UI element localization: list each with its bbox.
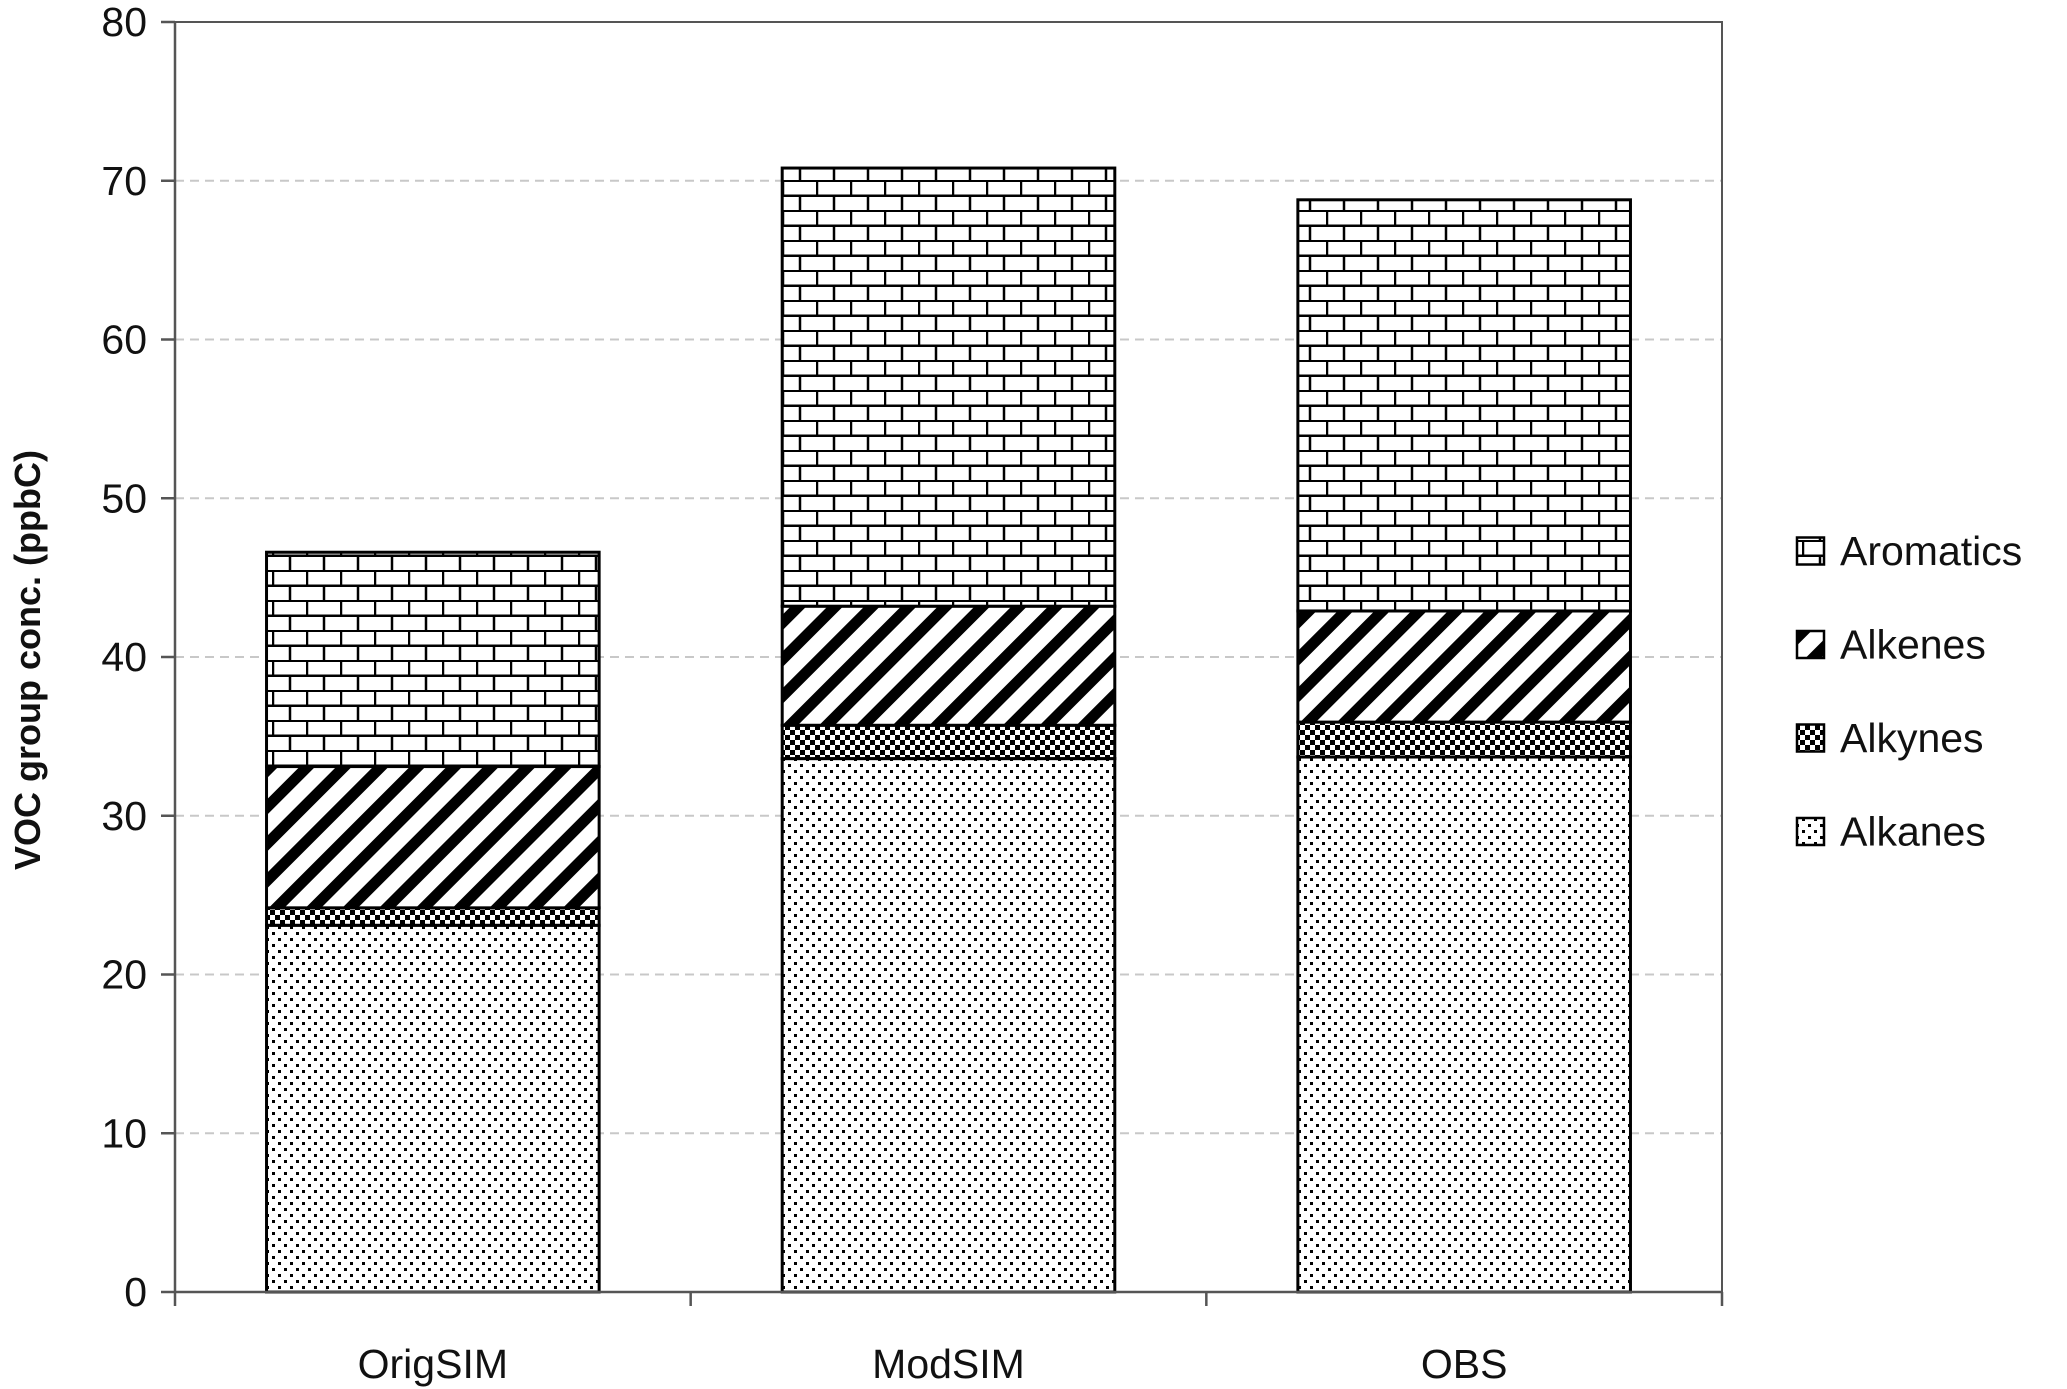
axes bbox=[161, 20, 1724, 1306]
legend-swatch-alkynes bbox=[1795, 723, 1826, 753]
legend: Aromatics Alkenes Alkynes Alkanes bbox=[1795, 528, 2022, 855]
y-tick-label: 60 bbox=[101, 317, 147, 363]
y-tick-label: 20 bbox=[101, 952, 147, 998]
y-tick-label: 80 bbox=[101, 0, 147, 45]
y-tick-label: 70 bbox=[101, 158, 147, 204]
legend-label-alkynes: Alkynes bbox=[1840, 715, 1984, 761]
legend-label-alkenes: Alkenes bbox=[1840, 622, 1986, 668]
y-tick-label: 50 bbox=[101, 475, 147, 521]
bar-obs-alkynes bbox=[1296, 720, 1632, 759]
legend-swatch-alkanes bbox=[1795, 816, 1826, 847]
y-tick-label: 40 bbox=[101, 634, 147, 680]
y-tick-label: 30 bbox=[101, 793, 147, 839]
x-category-labels: OrigSIM ModSIM OBS bbox=[358, 1341, 1508, 1387]
legend-label-alkanes: Alkanes bbox=[1840, 809, 1986, 855]
legend-swatch-alkenes bbox=[1795, 629, 1826, 660]
bar-modsim-aromatics bbox=[780, 166, 1117, 608]
x-category-label: ModSIM bbox=[872, 1341, 1025, 1387]
y-axis-label: VOC group conc. (ppbC) bbox=[7, 450, 48, 870]
y-tick-labels: 0 10 20 30 40 50 60 70 80 bbox=[101, 0, 147, 1315]
bar-obs-alkenes bbox=[1296, 609, 1632, 724]
x-category-label: OrigSIM bbox=[358, 1341, 508, 1387]
bar-obs-aromatics bbox=[1296, 198, 1632, 613]
legend-swatch-aromatics bbox=[1795, 536, 1826, 566]
bars bbox=[265, 166, 1632, 1294]
x-category-label: OBS bbox=[1421, 1341, 1508, 1387]
bar-modsim-alkanes bbox=[780, 757, 1117, 1294]
bar-modsim-alkenes bbox=[780, 604, 1117, 727]
bar-origsim-aromatics bbox=[265, 550, 601, 769]
bar-origsim-alkanes bbox=[265, 923, 601, 1294]
y-tick-label: 0 bbox=[124, 1269, 147, 1315]
bar-obs-alkanes bbox=[1296, 755, 1632, 1294]
legend-label-aromatics: Aromatics bbox=[1840, 528, 2022, 574]
y-tick-label: 10 bbox=[101, 1110, 147, 1156]
bar-origsim-alkynes bbox=[265, 906, 601, 927]
bar-origsim-alkenes bbox=[265, 765, 601, 910]
bar-modsim-alkynes bbox=[780, 723, 1117, 761]
